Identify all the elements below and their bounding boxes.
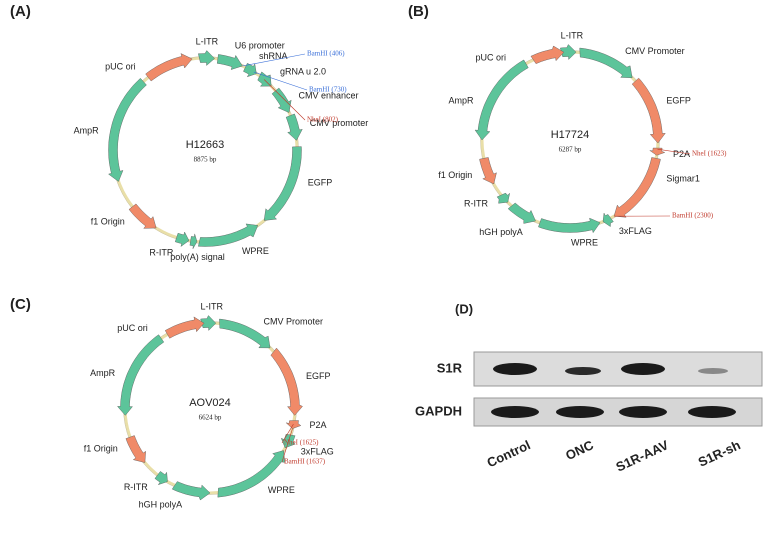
row-label: GAPDH	[415, 403, 462, 418]
feature-arrow	[614, 157, 661, 217]
feature-label: 3xFLAG	[301, 447, 334, 457]
feature-arrow	[508, 203, 535, 224]
feature-arrow	[175, 232, 189, 247]
feature-arrow	[264, 147, 301, 221]
lane-label: S1R-AAV	[614, 437, 671, 474]
feature-arrow	[129, 204, 156, 229]
western-blot: (D) S1R GAPDH Control ONC S1R-AAV S1R-sh	[415, 301, 762, 474]
feature-label: shRNA	[259, 51, 288, 61]
panel-label: (B)	[408, 3, 429, 20]
feature-label: R-ITR	[124, 482, 148, 492]
site-label: BamHI (2300)	[672, 212, 714, 220]
feature-label: pUC ori	[117, 323, 148, 333]
feature-label: hGH polyA	[479, 227, 523, 237]
feature-label: CMV Promoter	[625, 46, 685, 56]
feature-label: AmpR	[449, 95, 475, 105]
feature-label: f1 Origin	[91, 217, 125, 227]
site-label: NheI (802)	[307, 116, 339, 124]
feature-label: Sigmar1	[666, 173, 700, 183]
plasmid-name: H17724	[551, 129, 590, 141]
lane-label: Control	[484, 437, 532, 470]
feature-label: WPRE	[571, 237, 598, 247]
row-label: S1R	[437, 360, 463, 375]
feature-arrow	[126, 436, 146, 463]
feature-label: f1 Origin	[84, 443, 118, 453]
feature-label: pUC ori	[475, 52, 506, 62]
band	[688, 406, 736, 418]
feature-arrow	[198, 224, 257, 247]
feature-label: gRNA u 2.0	[280, 67, 326, 77]
feature-arrow	[219, 319, 270, 348]
plasmid-name: H12663	[186, 139, 225, 151]
feature-label: L-ITR	[201, 301, 224, 311]
panel-label: (C)	[10, 296, 31, 313]
band	[556, 406, 604, 418]
band	[619, 406, 667, 418]
feature-arrow	[538, 218, 600, 233]
band	[491, 406, 539, 418]
feature-label: AmpR	[90, 368, 116, 378]
plasmid-size: 6287 bp	[559, 146, 582, 154]
band	[621, 363, 665, 375]
panel-label: (A)	[10, 3, 31, 20]
plasmid-name: AOV024	[189, 397, 231, 409]
band	[493, 363, 537, 375]
feature-arrow	[146, 54, 193, 82]
feature-arrow	[165, 317, 204, 338]
feature-label: poly(A) signal	[170, 252, 225, 262]
feature-arrow	[109, 78, 147, 181]
feature-arrow	[531, 46, 564, 64]
feature-label: CMV Promoter	[264, 317, 324, 327]
plasmid-size: 8875 bp	[194, 156, 217, 164]
feature-label: L-ITR	[561, 30, 584, 40]
feature-label: P2A	[309, 420, 326, 430]
site-label: BamHI (730)	[309, 86, 347, 94]
feature-arrow	[603, 213, 613, 227]
feature-label: hGH polyA	[139, 499, 183, 509]
feature-arrow	[475, 60, 528, 140]
feature-label: 3xFLAG	[619, 226, 652, 236]
feature-arrow	[271, 348, 303, 415]
feature-arrow	[198, 51, 214, 66]
feature-arrow	[217, 54, 242, 69]
feature-label: EGFP	[308, 178, 333, 188]
lane-label: S1R-sh	[696, 437, 743, 470]
feature-arrow	[650, 148, 665, 155]
feature-arrow	[286, 114, 302, 140]
feature-label: pUC ori	[105, 62, 136, 72]
band	[698, 368, 728, 374]
feature-label: EGFP	[306, 371, 331, 381]
site-label: BamHI (1637)	[284, 458, 326, 466]
lane-label: ONC	[563, 437, 596, 463]
feature-arrow	[190, 234, 197, 249]
feature-label: f1 Origin	[438, 170, 472, 180]
feature-arrow	[480, 157, 497, 184]
feature-label: WPRE	[242, 246, 269, 256]
feature-arrow	[118, 335, 164, 416]
feature-label: EGFP	[666, 95, 691, 105]
feature-arrow	[632, 78, 665, 143]
feature-label: U6 promoter	[235, 41, 285, 51]
feature-arrow	[172, 482, 210, 501]
site-label: BamHI (406)	[307, 50, 345, 58]
feature-label: L-ITR	[196, 36, 219, 46]
plasmid-size: 6624 bp	[199, 414, 222, 422]
feature-label: AmpR	[74, 126, 100, 136]
feature-label: R-ITR	[464, 198, 488, 208]
feature-label: WPRE	[268, 485, 295, 495]
site-label: NheI (1623)	[692, 150, 727, 158]
panel-label: (D)	[455, 301, 473, 316]
feature-arrow	[272, 88, 291, 113]
band	[565, 367, 601, 375]
